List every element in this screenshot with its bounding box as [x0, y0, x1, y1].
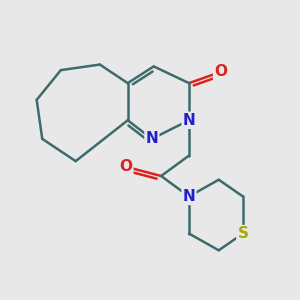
Text: N: N: [183, 189, 195, 204]
Text: N: N: [146, 131, 158, 146]
Text: N: N: [183, 113, 195, 128]
Text: S: S: [237, 226, 248, 241]
Text: O: O: [119, 159, 132, 174]
Text: O: O: [214, 64, 227, 80]
